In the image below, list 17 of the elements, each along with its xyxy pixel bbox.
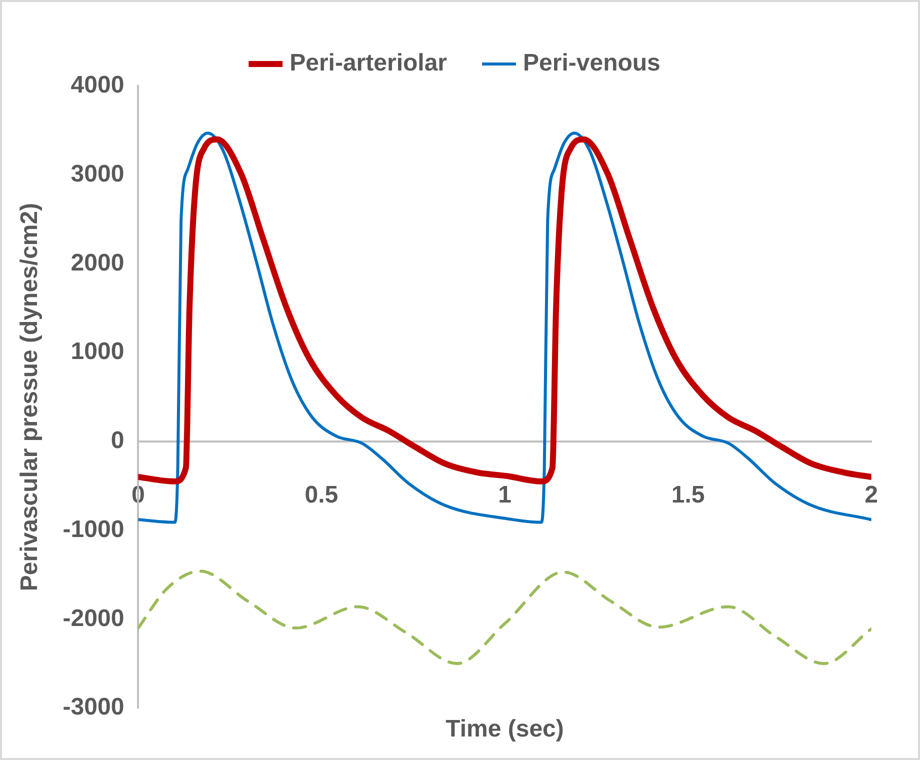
x-tick-label: 0.5 <box>304 481 338 508</box>
y-tick-label: -3000 <box>62 694 124 721</box>
y-tick-label: 0 <box>110 427 124 454</box>
y-tick-label: 4000 <box>70 72 124 99</box>
y-tick-label: -2000 <box>62 604 124 632</box>
legend-label: Peri-arteriolar <box>290 50 448 77</box>
x-tick-label: 2 <box>864 481 878 508</box>
y-axis-title: Perivascular pressue (dynes/cm2) <box>16 202 44 592</box>
y-tick-label: 1000 <box>70 338 124 366</box>
x-tick-label: 1.5 <box>671 481 705 508</box>
y-tick-label: -1000 <box>62 516 124 543</box>
legend-label: Peri-venous <box>523 50 660 77</box>
x-tick-label: 1 <box>498 481 512 508</box>
x-axis-title: Time (sec) <box>446 716 564 743</box>
line-series <box>138 570 872 666</box>
y-tick-label: 2000 <box>70 249 124 276</box>
y-tick-label: 3000 <box>70 160 124 188</box>
